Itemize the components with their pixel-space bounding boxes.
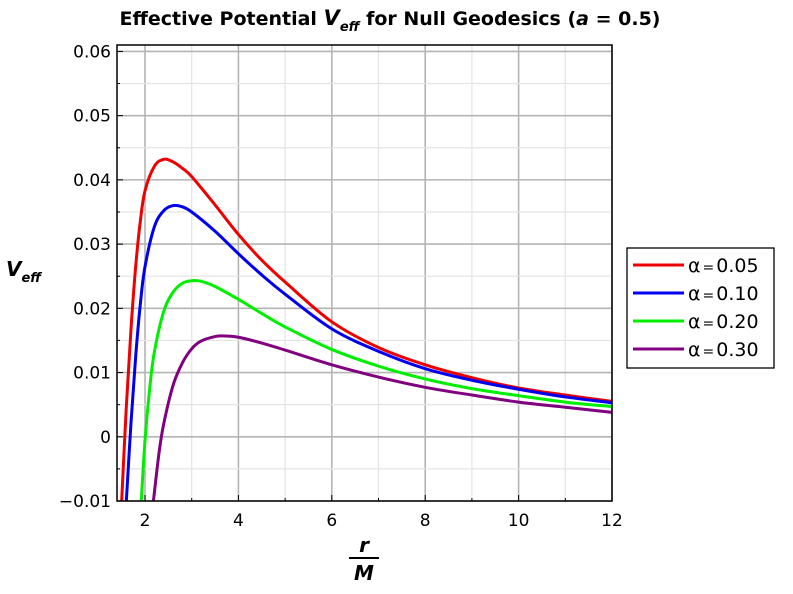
y-tick-label: 0.01: [73, 364, 111, 384]
legend-symbol: α: [688, 255, 701, 277]
x-tick-label: 10: [508, 511, 530, 531]
legend-symbol: α: [688, 339, 701, 361]
x-tick-label: 8: [420, 511, 431, 531]
x-axis-label-denominator: M: [354, 561, 374, 585]
title-param: a: [576, 8, 589, 30]
x-tick-label: 2: [140, 511, 151, 531]
series-line-3: [151, 334, 612, 501]
legend-equals: =: [703, 316, 715, 332]
legend-label: α = 0.20: [688, 311, 759, 333]
x-axis-label: r M: [349, 533, 379, 585]
legend-value: 0.05: [716, 255, 758, 277]
y-tick-label: 0.03: [73, 235, 111, 255]
y-tick-label: 0: [100, 428, 111, 448]
legend-label: α = 0.30: [688, 339, 759, 361]
title-symbol: V: [324, 6, 342, 30]
y-tick-label: 0.02: [73, 299, 111, 319]
y-tick-label: 0.06: [73, 42, 111, 62]
y-tick-label: −0.01: [59, 492, 111, 512]
y-tick-label: 0.04: [73, 171, 111, 191]
x-tick-label: 4: [233, 511, 244, 531]
plot-frame: [116, 44, 613, 502]
legend-value: 0.20: [716, 311, 758, 333]
legend-label: α = 0.05: [688, 255, 759, 277]
y-axis-label: Veff: [6, 257, 42, 286]
legend-value: 0.30: [716, 339, 758, 361]
legend-equals: =: [703, 260, 715, 276]
legend-value: 0.10: [716, 283, 758, 305]
x-axis-label-numerator: r: [359, 533, 370, 557]
x-tick-label: 6: [326, 511, 337, 531]
series-line-0: [120, 157, 612, 501]
y-tick-label: 0.05: [73, 107, 111, 127]
axis-ticks: 2 4 6 8 10 12 −0.01 0 0.01 0.02 0.03 0.04 0.05 0.06: [59, 42, 623, 531]
legend-symbol: α: [688, 283, 701, 305]
series-lines: [120, 157, 612, 501]
legend-equals: =: [703, 288, 715, 304]
series-line-2: [139, 279, 612, 501]
legend-label: α = 0.10: [688, 283, 759, 305]
legend: α = 0.05α = 0.10α = 0.20α = 0.30: [626, 247, 775, 369]
chart-title: Effective Potential Veff for Null Geodes…: [120, 6, 661, 35]
legend-equals: =: [703, 344, 715, 360]
x-tick-label: 12: [601, 511, 623, 531]
series-line-1: [124, 203, 612, 501]
grid: [117, 45, 613, 502]
title-symbol-sub: eff: [340, 20, 361, 35]
legend-symbol: α: [688, 311, 701, 333]
